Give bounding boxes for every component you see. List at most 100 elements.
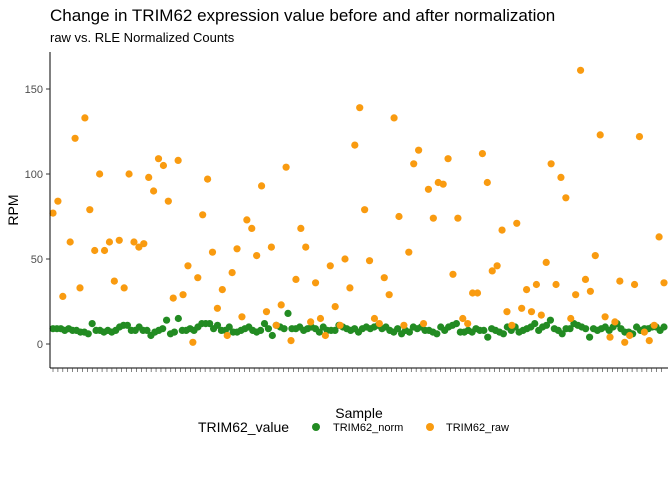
raw-point <box>120 284 128 292</box>
legend: TRIM62_value TRIM62_norm TRIM62_raw <box>198 419 509 435</box>
raw-point <box>238 313 246 321</box>
norm-point <box>542 321 551 329</box>
norm-point <box>170 328 179 336</box>
raw-point <box>59 292 67 300</box>
norm-point <box>566 325 574 333</box>
raw-point <box>277 301 285 309</box>
raw-point <box>621 338 629 346</box>
raw-point <box>459 314 467 323</box>
y-axis-ticks: 0 50 100 150 <box>25 84 50 351</box>
raw-point <box>71 134 79 142</box>
raw-point <box>233 245 241 253</box>
raw-point <box>522 286 531 294</box>
raw-point <box>488 267 496 275</box>
y-tick-label: 0 <box>37 339 43 351</box>
raw-point <box>346 284 354 292</box>
raw-point <box>272 321 280 329</box>
raw-point <box>572 291 580 299</box>
norm-point <box>213 321 222 329</box>
raw-point <box>341 255 349 263</box>
x-axis-ticks <box>52 368 662 372</box>
raw-point <box>194 274 202 282</box>
raw-point <box>611 318 619 326</box>
raw-point <box>361 206 369 214</box>
norm-point <box>433 330 441 338</box>
raw-point <box>449 270 457 278</box>
raw-point <box>213 304 222 312</box>
y-axis-title: RPM <box>5 194 21 225</box>
norm-point <box>558 330 566 338</box>
raw-point <box>527 308 536 316</box>
raw-point <box>518 304 526 312</box>
y-tick-label: 100 <box>25 169 43 181</box>
raw-point <box>630 280 639 289</box>
raw-point <box>159 161 168 170</box>
raw-point <box>439 180 447 188</box>
norm-point <box>206 320 214 328</box>
legend-label-norm: TRIM62_norm <box>333 422 403 434</box>
raw-point <box>100 246 109 255</box>
raw-point <box>218 286 226 294</box>
raw-point <box>581 275 590 283</box>
raw-point <box>626 331 634 340</box>
raw-point <box>243 216 251 224</box>
raw-point <box>390 114 398 122</box>
norm-point <box>174 314 182 323</box>
raw-point <box>464 320 472 328</box>
norm-point <box>499 330 508 338</box>
legend-marker-norm <box>312 423 320 431</box>
raw-point <box>91 246 99 255</box>
raw-point <box>513 219 521 227</box>
norm-point <box>260 320 269 328</box>
y-tick-label: 150 <box>25 84 43 96</box>
norm-point <box>88 320 96 328</box>
raw-point <box>150 187 158 195</box>
legend-label-raw: TRIM62_raw <box>446 422 509 434</box>
raw-point <box>645 337 653 345</box>
norm-point <box>531 320 539 328</box>
raw-point <box>248 224 256 232</box>
norm-point <box>585 333 594 341</box>
raw-point <box>174 156 182 164</box>
raw-point <box>547 160 555 168</box>
raw-point <box>415 146 423 154</box>
plot-area <box>49 66 668 346</box>
raw-point <box>110 277 118 285</box>
norm-point <box>264 325 273 333</box>
raw-point <box>316 314 325 323</box>
raw-point <box>606 333 614 341</box>
norm-point <box>405 328 414 336</box>
raw-point <box>86 206 94 214</box>
raw-point <box>356 104 364 112</box>
raw-point <box>154 155 163 163</box>
norm-point <box>225 323 233 331</box>
raw-point <box>400 321 408 329</box>
raw-point <box>650 321 658 329</box>
raw-point <box>326 262 334 270</box>
chart-subtitle: raw vs. RLE Normalized Counts <box>50 30 235 45</box>
raw-point <box>567 314 575 323</box>
norm-point <box>84 330 92 338</box>
raw-point <box>542 258 550 266</box>
raw-point <box>96 170 104 178</box>
raw-point <box>49 209 57 217</box>
norm-point <box>452 320 461 328</box>
raw-point <box>473 289 482 297</box>
raw-point <box>81 114 89 122</box>
raw-point <box>297 224 305 232</box>
raw-point <box>370 314 379 323</box>
raw-point <box>557 173 565 181</box>
raw-point <box>365 257 374 265</box>
raw-point <box>228 269 236 277</box>
norm-point <box>143 326 151 334</box>
raw-point <box>140 240 148 248</box>
raw-point <box>508 321 516 329</box>
norm-point <box>268 331 276 340</box>
raw-point <box>262 308 271 316</box>
norm-point <box>280 325 288 333</box>
raw-point <box>660 279 668 287</box>
legend-marker-raw <box>426 423 434 431</box>
norm-point <box>159 325 167 333</box>
raw-point <box>105 238 114 246</box>
raw-point <box>199 211 207 219</box>
